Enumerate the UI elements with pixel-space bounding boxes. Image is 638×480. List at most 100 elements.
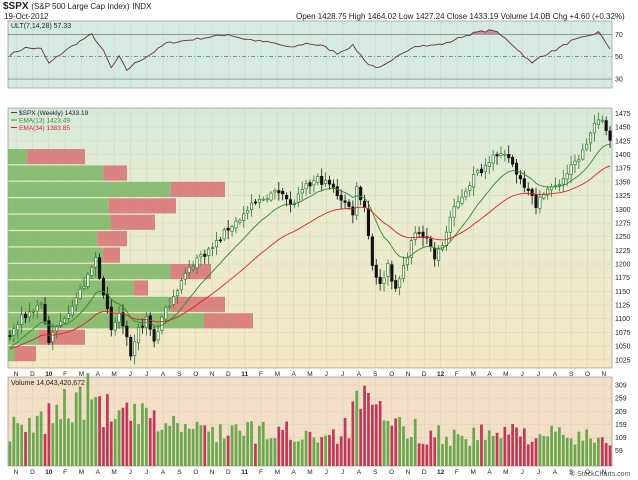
x-tick-label: O <box>389 469 394 476</box>
candle-up <box>538 196 542 209</box>
x-tick-label: D <box>30 371 35 378</box>
price-tick-label: 1400 <box>615 152 631 159</box>
volume-bar-up <box>468 445 472 466</box>
candle-down <box>370 236 374 266</box>
chart-symbol-line: $SPX (S&P 500 Large Cap Index) INDX <box>3 1 151 13</box>
candle-up <box>156 331 160 341</box>
candle-down <box>335 186 339 197</box>
price-legend-entry: EMA(13) 1423.49 <box>19 118 70 125</box>
candle-up <box>382 277 386 284</box>
x-tick-label: O <box>193 469 198 476</box>
volume-bar-down <box>347 438 351 466</box>
candle-down <box>507 154 511 159</box>
volume-bar-down <box>370 404 374 466</box>
x-tick-label: M <box>307 469 312 476</box>
candle-down <box>534 194 538 208</box>
quote-summary: Open 1428.75 High 1464.02 Low 1427.24 Cl… <box>296 12 625 21</box>
candle-down <box>125 325 129 338</box>
volume-bar-up <box>585 429 589 466</box>
volume-bar-down <box>503 426 507 466</box>
volume-tick-label: 259 <box>615 396 627 403</box>
volume-by-price-up-bar <box>8 280 134 296</box>
volume-bar-up <box>573 444 577 466</box>
x-tick-label: 11 <box>241 371 248 378</box>
candle-down <box>98 257 102 279</box>
volume-bar-down <box>125 402 129 466</box>
x-tick-label: N <box>14 371 19 378</box>
candle-up <box>409 240 413 258</box>
volume-bar-down <box>515 427 518 466</box>
candle-down <box>421 231 425 238</box>
candle-down <box>604 120 608 131</box>
volume-by-price-up-bar <box>8 149 28 165</box>
x-tick-label: D <box>30 469 35 476</box>
candle-up <box>487 162 491 167</box>
x-tick-label: A <box>292 371 297 378</box>
candle-up <box>117 312 121 323</box>
candle-up <box>499 153 503 156</box>
volume-bar-up <box>464 439 468 466</box>
candle-up <box>355 185 359 216</box>
x-tick-label: A <box>487 371 492 378</box>
candle-down <box>608 130 612 141</box>
volume-bar-down <box>226 435 230 466</box>
volume-bar-down <box>604 443 608 466</box>
x-tick-label: J <box>521 371 524 378</box>
candle-up <box>585 143 589 150</box>
volume-bar-up <box>199 425 203 466</box>
x-tick-label: F <box>259 371 263 378</box>
volume-bar-up <box>141 403 144 466</box>
candle-down <box>479 168 484 174</box>
x-tick-label: D <box>226 469 231 476</box>
candle-down <box>331 183 335 188</box>
candle-down <box>511 156 515 165</box>
candle-up <box>577 159 581 162</box>
candle-up <box>573 160 577 165</box>
candle-up <box>74 297 78 306</box>
x-tick-label: D <box>226 371 231 378</box>
volume-bar-up <box>472 427 476 466</box>
candle-up <box>312 180 316 186</box>
volume-bar-down <box>507 434 511 466</box>
price-tick-label: 1275 <box>615 220 631 227</box>
volume-bar-up <box>137 424 140 466</box>
volume-bar-up <box>246 422 250 466</box>
candle-up <box>55 326 59 332</box>
candle-down <box>281 190 285 195</box>
candle-up <box>27 311 31 318</box>
candle-up <box>542 193 546 199</box>
volume-bar-up <box>176 423 179 466</box>
candle-up <box>581 149 585 160</box>
volume-tick-label: 309 <box>615 383 627 390</box>
volume-bar-up <box>230 425 234 466</box>
x-tick-label: J <box>537 469 540 476</box>
volume-bar-up <box>437 425 440 466</box>
volume-bar-up <box>70 422 74 466</box>
x-tick-label: 11 <box>241 469 248 476</box>
candle-up <box>550 186 554 191</box>
candle-down <box>366 208 371 236</box>
volume-bar-up <box>406 438 409 466</box>
volume-bar-up <box>324 435 327 466</box>
candle-down <box>121 312 125 327</box>
volume-bar-up <box>441 444 444 466</box>
volume-bar-up <box>39 411 43 466</box>
x-tick-label: N <box>601 371 606 378</box>
volume-bar-down <box>106 394 109 466</box>
x-tick-label: S <box>569 371 574 378</box>
candle-up <box>207 248 211 256</box>
x-tick-label: O <box>389 371 394 378</box>
candle-down <box>514 162 519 175</box>
volume-bar-up <box>144 407 148 466</box>
volume-bar-up <box>542 435 546 466</box>
volume-bar-down <box>390 425 394 466</box>
x-tick-label: S <box>177 469 182 476</box>
price-tick-label: 1250 <box>615 234 631 241</box>
candle-up <box>316 176 320 183</box>
candle-down <box>23 314 28 319</box>
candle-down <box>285 195 289 200</box>
candle-down <box>522 178 526 188</box>
candle-up <box>464 190 468 198</box>
candle-up <box>78 288 82 299</box>
